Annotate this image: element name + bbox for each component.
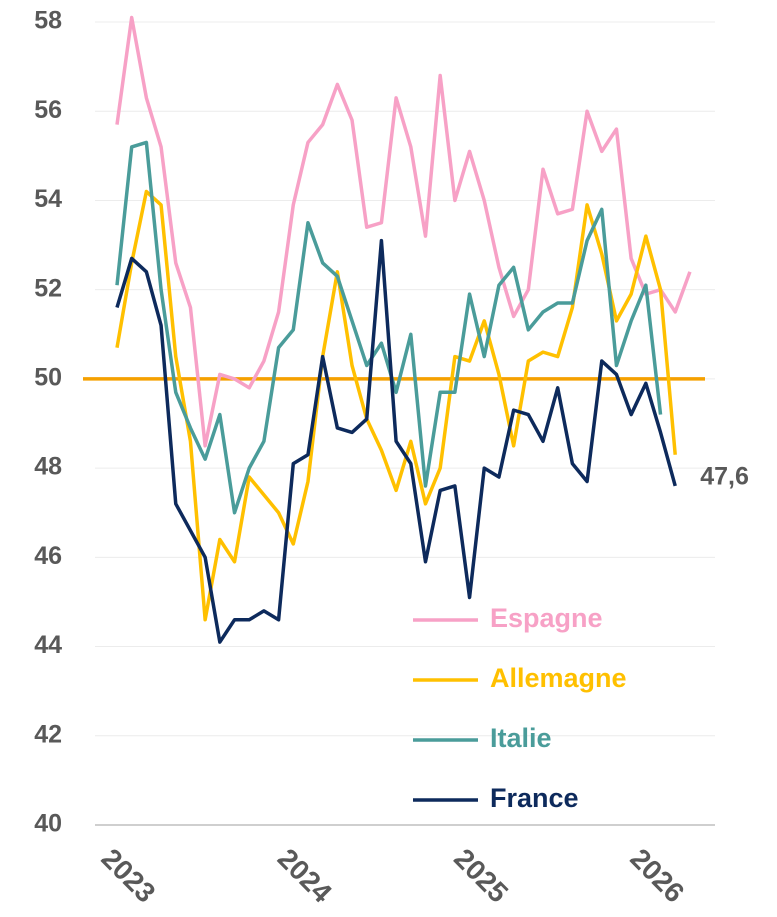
legend-label: Italie bbox=[490, 723, 552, 753]
legend-label: Allemagne bbox=[490, 663, 627, 693]
y-tick-label: 48 bbox=[34, 453, 62, 481]
x-tick-label: 2026 bbox=[624, 843, 690, 909]
x-tick-label: 2023 bbox=[96, 843, 162, 909]
series-line bbox=[115, 238, 677, 644]
y-tick-label: 50 bbox=[34, 363, 62, 391]
y-tick-label: 54 bbox=[34, 185, 62, 213]
y-tick-label: 52 bbox=[34, 274, 62, 302]
y-tick-label: 40 bbox=[34, 810, 62, 838]
end-label: 47,6 bbox=[700, 463, 749, 491]
legend-label: Espagne bbox=[490, 603, 603, 633]
x-tick-label: 2025 bbox=[448, 843, 514, 909]
series-line bbox=[115, 15, 692, 448]
y-tick-label: 44 bbox=[34, 631, 62, 659]
y-tick-label: 46 bbox=[34, 542, 62, 570]
y-tick-label: 56 bbox=[34, 96, 62, 124]
legend-label: France bbox=[490, 783, 579, 813]
y-tick-label: 58 bbox=[34, 7, 62, 35]
series-line bbox=[115, 140, 663, 515]
x-tick-label: 2024 bbox=[272, 843, 338, 909]
y-tick-label: 42 bbox=[34, 720, 62, 748]
